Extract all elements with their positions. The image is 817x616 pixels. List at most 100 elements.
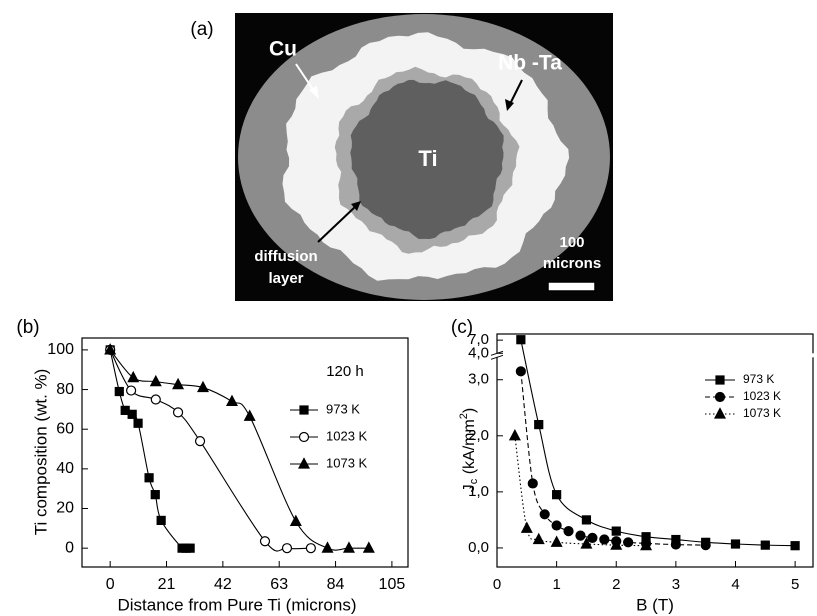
legend-marker (298, 457, 310, 469)
marker (790, 541, 800, 551)
y-axis-label-part: c (468, 478, 480, 484)
x-tick-label: 0 (493, 576, 501, 593)
y-tick-label: 2,0 (468, 427, 489, 444)
marker (551, 520, 562, 531)
marker (321, 541, 334, 553)
legend-label: 1023 K (326, 428, 368, 443)
marker (127, 370, 140, 383)
marker (580, 537, 593, 549)
y-tick-label: 60 (56, 420, 74, 437)
marker (194, 435, 206, 447)
x-tick-label: 42 (214, 576, 232, 593)
x-tick-label: 105 (379, 576, 406, 593)
plot-frame (496, 333, 814, 568)
marker (563, 526, 574, 537)
marker (185, 543, 195, 553)
marker (104, 343, 117, 355)
diffusion-label: layer (268, 270, 303, 287)
x-tick-label: 21 (158, 576, 176, 593)
y-axis-label: Ti composition (wt. %) (31, 369, 50, 536)
marker (700, 540, 711, 551)
panel-label: (a) (190, 19, 213, 40)
y-axis-label-part: J (461, 484, 478, 492)
marker (305, 543, 316, 554)
marker (362, 541, 375, 553)
marker (149, 374, 162, 387)
cu-label: Cu (269, 38, 297, 61)
y-axis-label-part: 2 (458, 413, 470, 419)
marker (508, 429, 521, 441)
x-tick-label: 63 (270, 576, 288, 593)
legend-label: 973 K (326, 401, 360, 416)
x-tick-label: 3 (672, 576, 680, 593)
micrograph: (a) Cu Nb -Ta Ti diffusion layer 100 mic… (190, 13, 613, 301)
marker (172, 377, 185, 390)
marker (640, 538, 653, 551)
marker (587, 532, 598, 543)
legend-marker (714, 391, 726, 403)
x-tick-label: 84 (327, 576, 345, 593)
marker (599, 534, 610, 545)
marker (516, 335, 526, 345)
y-tick-label: 80 (56, 381, 74, 398)
arrowhead (309, 86, 319, 99)
marker (730, 539, 741, 549)
marker (172, 407, 184, 418)
marker (259, 536, 271, 547)
y-tick-label: 0,0 (468, 539, 489, 556)
marker (550, 535, 563, 547)
marker (670, 539, 681, 550)
marker (127, 409, 137, 419)
legend-marker (299, 405, 309, 415)
marker (150, 394, 161, 405)
marker (342, 541, 355, 553)
nb-ta-label: Nb -Ta (498, 52, 562, 75)
ti-label: Ti (418, 146, 437, 171)
y-tick-label: 4,0 (468, 344, 489, 361)
legend-label: 1073 K (743, 406, 781, 420)
x-tick-label: 1 (552, 576, 560, 593)
panel-label: (b) (16, 317, 39, 338)
legend-marker (715, 375, 725, 385)
series-line (520, 371, 706, 546)
marker (532, 532, 545, 545)
axis-break (811, 353, 815, 358)
y-tick-label: 100 (47, 341, 74, 358)
arrowhead (351, 201, 361, 211)
legend-marker (298, 431, 310, 443)
axis-break-mark (490, 354, 504, 360)
arrowhead (505, 99, 514, 111)
y-tick-label: 3,0 (468, 371, 489, 388)
arrow (509, 79, 523, 105)
x-axis-label: Distance from Pure Ti (microns) (118, 595, 357, 614)
marker (539, 509, 550, 520)
axis-break (495, 353, 499, 358)
y-axis-label: Jc (kA/mm2) (458, 408, 480, 493)
legend-label: 1023 K (743, 389, 781, 403)
marker (133, 418, 143, 428)
y-tick-label: 1,0 (468, 483, 489, 500)
marker (575, 530, 586, 541)
marker (610, 538, 623, 550)
ti-core (350, 79, 504, 240)
y-axis-label-part: (kA/mm (461, 419, 478, 479)
y-tick-label: 0 (65, 539, 74, 556)
marker (581, 515, 592, 525)
x-tick-label: 0 (106, 576, 115, 593)
marker (289, 514, 302, 526)
marker (197, 380, 210, 393)
y-tick-label: 40 (56, 460, 74, 477)
marker (611, 526, 621, 536)
marker (760, 540, 770, 550)
x-axis-label: B (T) (636, 595, 674, 614)
scale-label: microns (543, 255, 601, 272)
marker (527, 478, 538, 489)
marker (243, 409, 256, 421)
legend-label: 973 K (743, 372, 774, 386)
x-tick-label: 4 (731, 576, 739, 593)
y-tick-label: 20 (56, 500, 74, 517)
marker (623, 537, 634, 548)
y-tick-label: 7,0 (468, 331, 489, 348)
marker (114, 386, 124, 397)
